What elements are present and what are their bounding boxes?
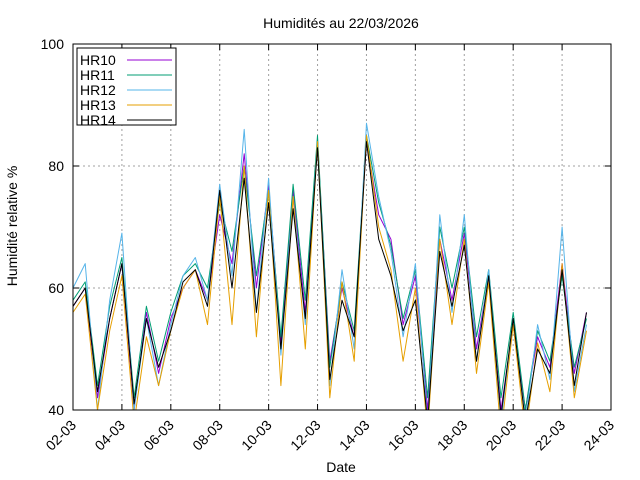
x-tick-label: 18-03 — [434, 417, 471, 454]
x-tick-label: 24-03 — [580, 417, 617, 454]
y-axis-label: Humidité relative % — [4, 166, 20, 287]
legend-label: HR13 — [80, 97, 116, 113]
y-axis-ticks: 40 60 80 100 — [41, 36, 611, 418]
legend-label: HR12 — [80, 82, 116, 98]
x-tick-label: 08-03 — [189, 417, 226, 454]
x-tick-label: 04-03 — [91, 417, 128, 454]
y-tick-label: 80 — [48, 158, 64, 174]
x-tick-label: 20-03 — [483, 417, 520, 454]
grid-lines — [73, 44, 611, 410]
series-line-hr13 — [73, 135, 587, 410]
legend-label: HR11 — [80, 67, 115, 83]
x-tick-label: 02-03 — [42, 417, 79, 454]
x-tick-label: 16-03 — [385, 417, 422, 454]
x-tick-label: 06-03 — [140, 417, 177, 454]
x-tick-label: 22-03 — [532, 417, 569, 454]
y-tick-label: 40 — [48, 402, 64, 418]
x-tick-label: 12-03 — [287, 417, 324, 454]
chart-title: Humidités au 22/03/2026 — [263, 15, 419, 31]
y-tick-label: 60 — [48, 280, 64, 296]
x-tick-label: 14-03 — [336, 417, 373, 454]
x-axis-label: Date — [326, 459, 356, 475]
legend-label: HR10 — [80, 52, 116, 68]
legend-box — [76, 47, 177, 126]
data-series — [73, 122, 587, 410]
series-line-hr14 — [73, 141, 587, 410]
x-tick-label: 10-03 — [238, 417, 275, 454]
plot-frame — [72, 43, 612, 411]
series-line-hr11 — [73, 135, 587, 410]
legend-label: HR14 — [80, 112, 116, 128]
y-tick-label: 100 — [41, 36, 65, 52]
